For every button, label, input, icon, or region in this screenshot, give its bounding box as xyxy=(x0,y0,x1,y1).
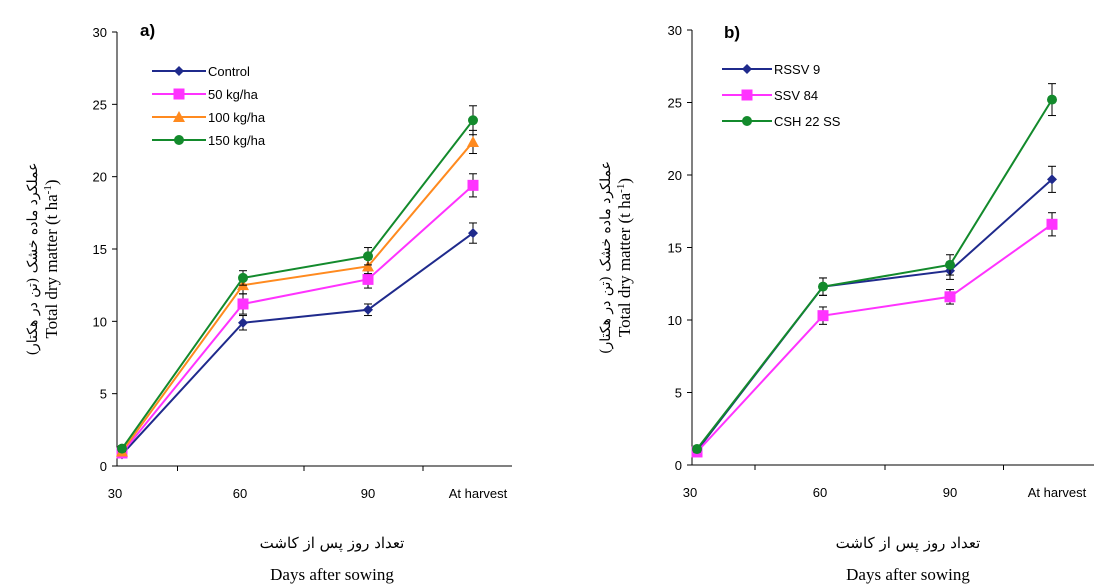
data-point xyxy=(238,272,248,283)
x-tick-label: At harvest xyxy=(449,486,508,501)
legend-label: RSSV 9 xyxy=(774,62,820,77)
legend-label: SSV 84 xyxy=(774,88,818,103)
series-line xyxy=(121,184,474,454)
x-axis-title-en: Days after sowing xyxy=(846,565,970,584)
series-line xyxy=(121,119,474,450)
data-point xyxy=(362,273,374,285)
series-control xyxy=(117,222,478,460)
legend-entry: 100 kg/ha xyxy=(152,110,266,125)
series-ssv-84 xyxy=(691,212,1058,458)
legend-entry: Control xyxy=(152,64,250,79)
legend-entry: 50 kg/ha xyxy=(152,87,259,102)
series-rssv-9 xyxy=(692,165,1057,456)
data-point xyxy=(467,179,479,191)
legend-entry: RSSV 9 xyxy=(722,62,820,77)
y-tick-label: 10 xyxy=(93,314,107,329)
chart-panel-b: 0 5 10 15 20 25 30 30 60 90 At harvest b) RSSV 9 SSV … xyxy=(598,23,1094,584)
y-axis-title-close: ) xyxy=(42,179,61,185)
data-point xyxy=(945,259,955,270)
data-point xyxy=(363,251,373,262)
x-axis-title-fa: تعداد روز پس از کاشت xyxy=(836,534,981,552)
y-axis-title-en: Total dry matter (t ha-1) xyxy=(615,178,634,337)
y-tick-label: 30 xyxy=(668,23,682,38)
legend-marker xyxy=(173,111,185,122)
legend-label: CSH 22 SS xyxy=(774,114,841,129)
legend-entry: SSV 84 xyxy=(722,88,818,103)
data-point xyxy=(944,291,956,303)
y-tick-label: 15 xyxy=(93,242,107,257)
y-tick-label: 0 xyxy=(675,458,682,473)
y-tick-label: 20 xyxy=(93,170,107,185)
panel-label: b) xyxy=(724,23,740,42)
data-point xyxy=(468,228,478,239)
y-tick-label: 15 xyxy=(668,241,682,256)
series-150-kg-ha xyxy=(117,105,478,454)
data-point xyxy=(1046,218,1058,230)
legend-entry: 150 kg/ha xyxy=(152,133,266,148)
legend-label: 150 kg/ha xyxy=(208,133,266,148)
data-point xyxy=(467,135,479,147)
panel-label: a) xyxy=(140,21,155,40)
legend-marker xyxy=(173,88,185,100)
y-tick-label: 30 xyxy=(93,25,107,40)
data-point xyxy=(818,281,828,292)
legend-marker xyxy=(174,135,184,145)
series-line xyxy=(696,223,1053,453)
y-axis-title-close: ) xyxy=(615,178,634,184)
data-point xyxy=(363,304,373,315)
x-tick-label: 30 xyxy=(108,486,122,501)
data-point xyxy=(1047,94,1057,105)
x-axis-title-fa: تعداد روز پس از کاشت xyxy=(260,534,405,552)
series-line xyxy=(121,141,474,453)
series-line xyxy=(121,232,474,456)
x-tick-label: 60 xyxy=(813,485,827,500)
series-csh-22-ss xyxy=(692,83,1057,455)
y-tick-label: 5 xyxy=(675,386,682,401)
series-line xyxy=(696,178,1053,452)
data-point xyxy=(117,443,127,454)
y-axis-title-en-main: Total dry matter (t ha xyxy=(42,194,61,339)
legend-marker xyxy=(741,89,753,101)
chart-panel-a: 0 5 10 15 20 25 30 30 60 90 At harvest a) Control 50 … xyxy=(25,21,512,584)
y-tick-label: 20 xyxy=(668,168,682,183)
y-tick-label: 25 xyxy=(668,96,682,111)
y-tick-label: 5 xyxy=(100,387,107,402)
y-axis-title-en-main: Total dry matter (t ha xyxy=(615,192,634,337)
x-tick-label: 90 xyxy=(943,485,957,500)
data-point xyxy=(238,317,248,328)
y-axis-title-fa: عملکرد ماده خشک (تن در هکتار) xyxy=(598,161,614,354)
y-tick-label: 10 xyxy=(668,313,682,328)
x-tick-label: 90 xyxy=(361,486,375,501)
legend-marker xyxy=(742,116,752,126)
legend-label: 50 kg/ha xyxy=(208,87,259,102)
data-point xyxy=(237,298,249,310)
legend-label: 100 kg/ha xyxy=(208,110,266,125)
legend-entry: CSH 22 SS xyxy=(722,114,841,129)
series-line xyxy=(696,99,1053,450)
data-point xyxy=(468,115,478,126)
y-axis-title-fa: عملکرد ماده خشک (تن در هکتار) xyxy=(25,163,41,356)
y-axis-title-sup: -1 xyxy=(615,184,627,193)
y-axis-title-en: Total dry matter (t ha-1) xyxy=(42,179,61,338)
x-tick-label: At harvest xyxy=(1028,485,1087,500)
data-point xyxy=(817,310,829,322)
y-tick-label: 0 xyxy=(100,459,107,474)
legend-marker xyxy=(174,66,184,76)
legend-label: Control xyxy=(208,64,250,79)
data-point xyxy=(692,444,702,455)
data-point xyxy=(1047,174,1057,185)
y-tick-label: 25 xyxy=(93,97,107,112)
x-axis-title-en: Days after sowing xyxy=(270,565,394,584)
legend-marker xyxy=(742,64,752,74)
data-point xyxy=(362,260,374,272)
x-tick-label: 30 xyxy=(683,485,697,500)
x-tick-label: 60 xyxy=(233,486,247,501)
y-axis-title-sup: -1 xyxy=(42,185,54,194)
